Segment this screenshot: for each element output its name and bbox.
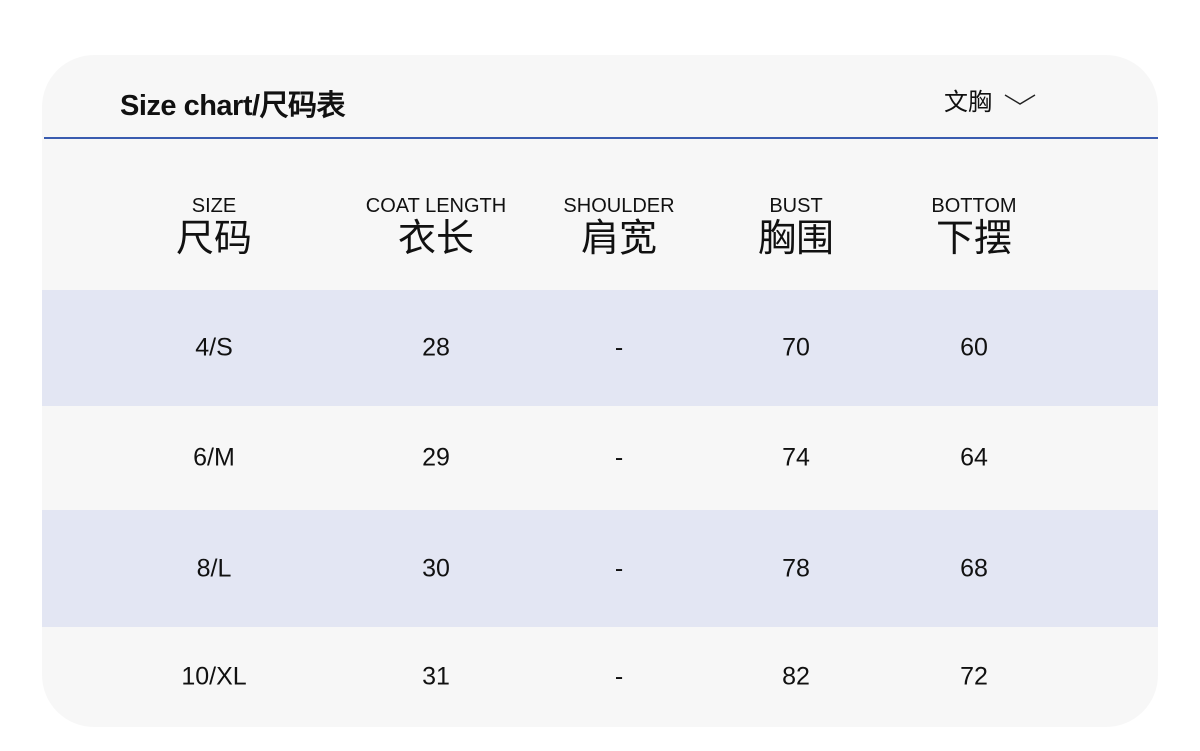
column-header-cn: 下摆 — [935, 218, 1012, 260]
table-row: 6/M 29 - 74 64 — [42, 406, 1158, 510]
table-row: 4/S 28 - 70 60 — [42, 290, 1158, 406]
page-title: Size chart/尺码表 — [120, 90, 346, 122]
table-cell: 72 — [960, 662, 988, 691]
table-cell: 64 — [960, 443, 988, 472]
table-cell: 82 — [782, 662, 810, 691]
chevron-down-icon — [1004, 93, 1036, 107]
column-header-cn: 胸围 — [757, 218, 834, 260]
table-cell: 4/S — [195, 333, 233, 362]
table-cell: 30 — [422, 554, 450, 582]
table-cell: - — [614, 333, 624, 362]
header-divider — [44, 137, 1158, 139]
column-header-en: SIZE — [191, 195, 237, 217]
column-header-en: SHOULDER — [563, 195, 675, 217]
table-cell: 70 — [782, 333, 810, 362]
column-header: SHOULDER 肩宽 — [519, 195, 719, 261]
column-header-cn: 肩宽 — [580, 218, 657, 260]
table-row: 10/XL 31 - 82 72 — [42, 627, 1158, 727]
category-dropdown[interactable]: 文胸 — [944, 82, 1036, 117]
table-cell: 8/L — [196, 554, 232, 582]
table-cell: 60 — [960, 333, 988, 362]
column-header: BUST 胸围 — [696, 195, 896, 261]
table-cell: - — [614, 443, 624, 472]
table-cell: 68 — [960, 554, 988, 582]
table-row: 8/L 30 - 78 68 — [42, 510, 1158, 627]
table-cell: 31 — [422, 662, 450, 691]
size-chart-card: Size chart/尺码表 文胸 SIZE 尺码 COAT LENGTH 衣长 SHO… — [42, 55, 1158, 727]
table-cell: - — [614, 554, 624, 582]
table-cell: - — [614, 662, 624, 691]
column-header-en: BUST — [769, 195, 823, 217]
table-cell: 6/M — [193, 443, 235, 472]
column-header: SIZE 尺码 — [114, 195, 314, 261]
column-header: COAT LENGTH 衣长 — [336, 195, 536, 261]
column-header-cn: 衣长 — [397, 218, 474, 260]
table-cell: 28 — [422, 333, 450, 362]
column-header-cn: 尺码 — [175, 218, 252, 260]
table-cell: 78 — [782, 554, 810, 582]
table-cell: 10/XL — [181, 662, 247, 691]
column-header-en: COAT LENGTH — [365, 195, 507, 217]
table-cell: 74 — [782, 443, 810, 472]
table-cell: 29 — [422, 443, 450, 472]
dropdown-label: 文胸 — [944, 89, 992, 116]
column-header-en: BOTTOM — [931, 195, 1017, 217]
column-header: BOTTOM 下摆 — [874, 195, 1074, 261]
